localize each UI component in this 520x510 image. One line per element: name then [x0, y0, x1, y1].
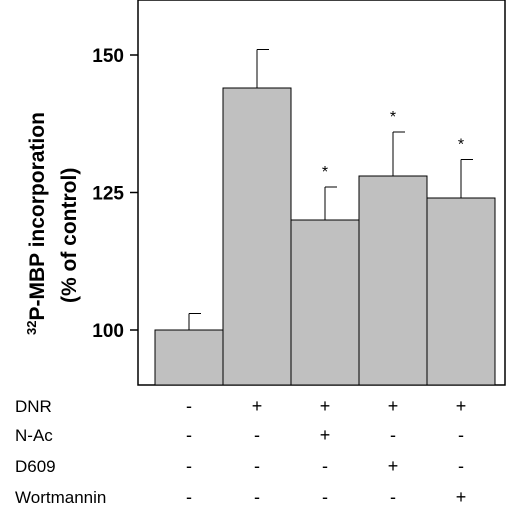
condition-sign: + [252, 396, 263, 416]
condition-sign: + [456, 487, 467, 507]
condition-sign: - [186, 487, 192, 507]
condition-sign: - [254, 425, 260, 445]
condition-label: N-Ac [15, 426, 53, 445]
y-tick-label: 150 [92, 46, 124, 67]
bar [222, 87, 292, 386]
condition-sign: - [458, 425, 464, 445]
condition-label: Wortmannin [15, 488, 106, 507]
y-axis: 100 125 150 [92, 46, 138, 342]
y-axis-title-line2: (% of control) [58, 168, 81, 303]
condition-label: DNR [15, 397, 52, 416]
y-tick-label: 100 [92, 321, 124, 342]
significance-star: * [458, 137, 464, 154]
bar [358, 175, 428, 386]
condition-sign: - [254, 456, 260, 476]
y-axis-title-superscript: 32 [24, 321, 39, 335]
condition-label: D609 [15, 457, 56, 476]
condition-sign: - [390, 425, 396, 445]
bar [426, 197, 496, 386]
condition-sign: - [390, 487, 396, 507]
condition-sign: - [186, 456, 192, 476]
condition-sign: + [388, 396, 399, 416]
condition-sign: - [322, 456, 328, 476]
condition-sign: - [458, 456, 464, 476]
y-axis-title: 32P-MBP incorporation [24, 112, 49, 335]
significance-star: * [390, 109, 396, 126]
bar [154, 329, 224, 386]
y-axis-title-line1: P-MBP incorporation [26, 112, 49, 320]
condition-sign: - [186, 425, 192, 445]
condition-sign: - [254, 487, 260, 507]
y-tick-label: 125 [92, 184, 124, 205]
condition-sign: + [320, 425, 331, 445]
condition-sign: - [322, 487, 328, 507]
condition-table: DNR - + + + + N-Ac - - + - - D609 - - - + - Wortmannin - - - -… [15, 396, 466, 507]
significance-star: * [322, 164, 328, 181]
condition-sign: - [186, 396, 192, 416]
bars [154, 87, 496, 386]
bar [290, 219, 360, 386]
condition-sign: + [456, 396, 467, 416]
error-bars [188, 49, 473, 330]
condition-sign: + [320, 396, 331, 416]
condition-sign: + [388, 456, 399, 476]
significance-markers: * * * [322, 109, 464, 181]
